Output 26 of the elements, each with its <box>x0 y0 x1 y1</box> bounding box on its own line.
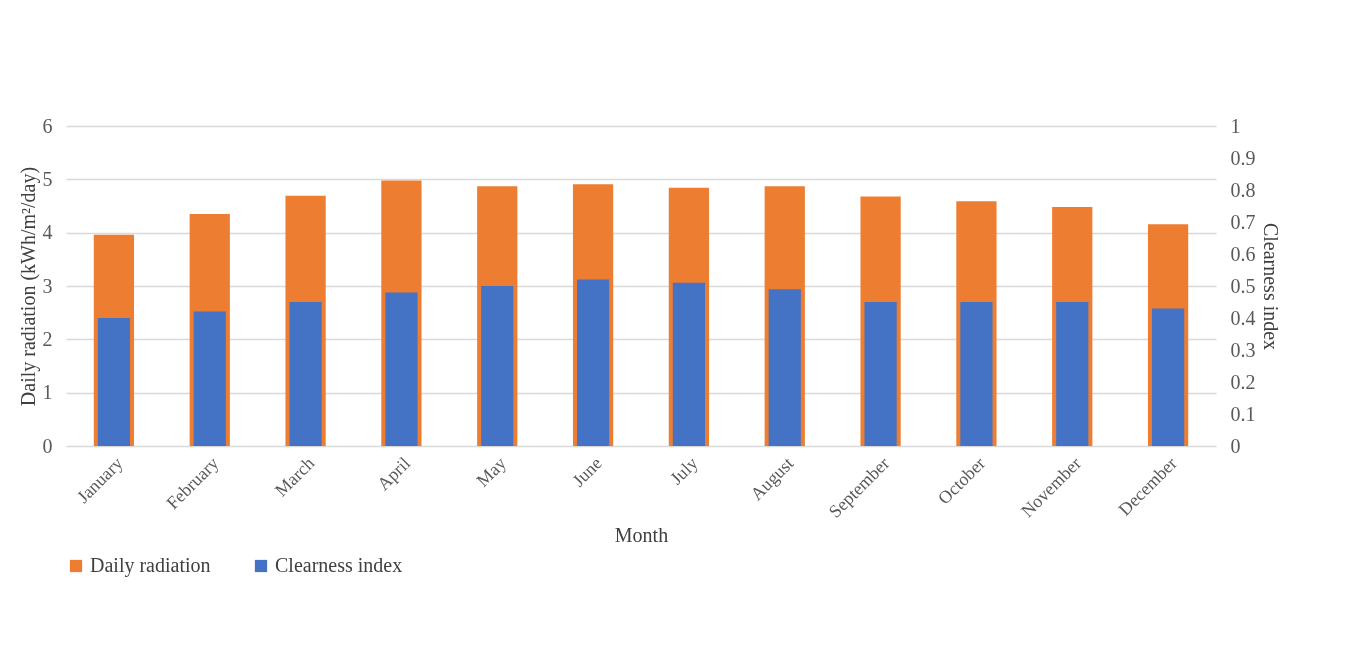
y-tick-label: 2 <box>42 327 53 350</box>
y2-tick-label: 0.6 <box>1230 242 1256 265</box>
y-tick-label: 0 <box>42 434 53 457</box>
x-tick-label: July <box>666 453 702 489</box>
y2-tick-label: 0.7 <box>1230 210 1256 233</box>
y-tick-label: 4 <box>42 221 53 244</box>
y2-tick-label: 0.1 <box>1230 402 1256 425</box>
y2-tick-label: 0.3 <box>1230 338 1256 361</box>
x-tick-label: June <box>568 453 606 491</box>
y-tick-label: 5 <box>42 167 53 190</box>
y-tick-label: 6 <box>42 114 53 137</box>
y-tick-label: 3 <box>42 274 53 297</box>
y-axis-title: Daily radiation (kWh/m²/day) <box>16 166 40 407</box>
y2-tick-label: 0.4 <box>1230 306 1256 329</box>
y2-tick-label: 0.5 <box>1230 274 1256 297</box>
legend-label: Daily radiation <box>90 554 211 577</box>
y2-tick-label: 1 <box>1230 114 1241 137</box>
y-tick-label: 1 <box>42 381 53 404</box>
y2-tick-label: 0 <box>1230 434 1241 457</box>
y2-tick-label: 0.8 <box>1230 178 1256 201</box>
y2-tick-label: 0.9 <box>1230 146 1256 169</box>
y2-tick-label: 0.2 <box>1230 370 1256 393</box>
x-axis-title: Month <box>614 523 669 546</box>
legend-label: Clearness index <box>275 554 403 576</box>
y2-axis-title: Clearness index <box>1259 222 1282 351</box>
x-tick-label: May <box>472 453 510 491</box>
